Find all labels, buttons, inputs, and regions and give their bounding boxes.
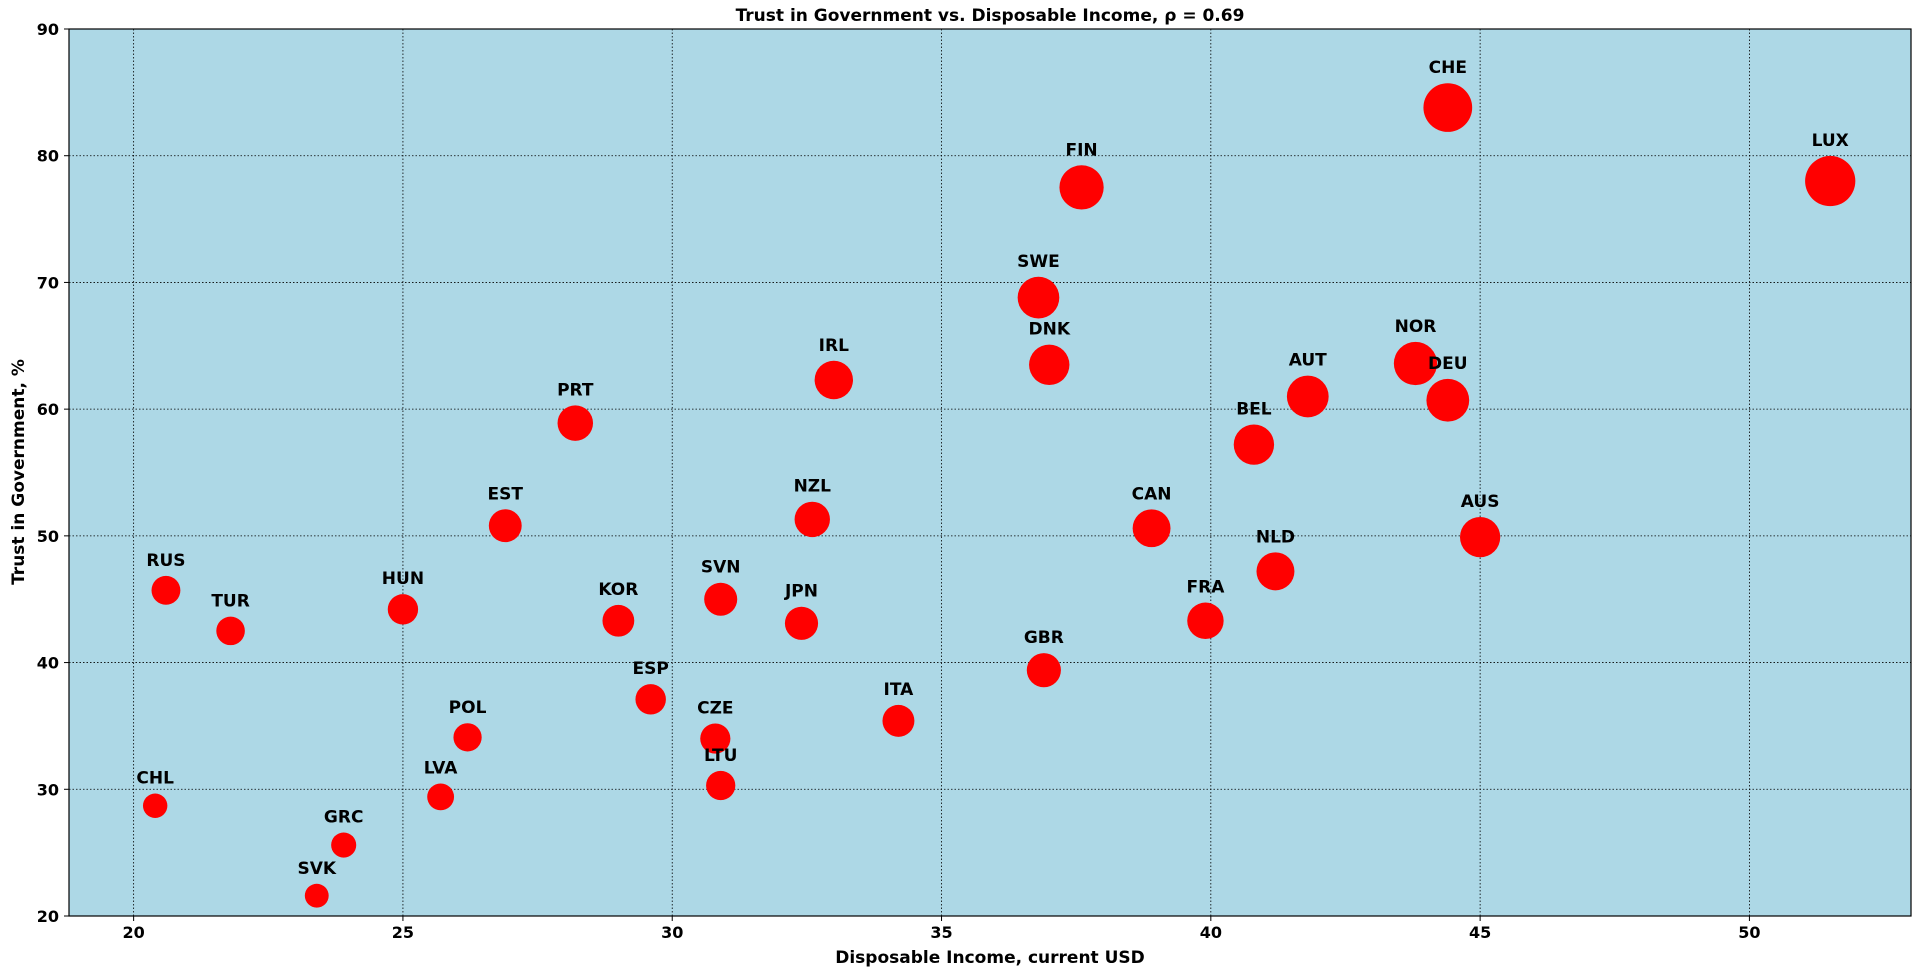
data-label-nzl: NZL [794,477,832,497]
data-label-tur: TUR [211,592,250,612]
data-point-esp [635,684,666,715]
data-label-kor: KOR [598,580,638,600]
y-tick-label: 80 [37,147,59,166]
data-label-chl: CHL [136,769,174,789]
plot-frame [68,28,1912,917]
data-label-fra: FRA [1187,578,1226,598]
y-axis-label: Trust in Government, % [9,359,29,585]
data-label-irl: IRL [819,336,849,356]
y-tick-label: 90 [37,20,59,39]
data-label-deu: DEU [1428,354,1468,374]
data-point-svn [704,582,738,616]
data-point-fra [1187,602,1224,639]
x-tick-label: 25 [392,923,414,942]
chart-title: Trust in Government vs. Disposable Incom… [736,6,1245,26]
data-label-svk: SVK [297,859,336,879]
data-labels: CHE LUX FIN SWE DNK NOR IRL AUT DEU PRT BEL NZL EST C… [136,58,1848,879]
data-point-bel [1233,424,1275,465]
y-tick-label: 20 [37,907,59,926]
data-point-est [488,509,522,543]
data-label-grc: GRC [324,807,364,827]
y-tick-label: 50 [37,527,59,546]
data-point-ita [882,704,915,737]
data-label-can: CAN [1132,484,1172,504]
data-label-lva: LVA [424,758,458,778]
y-tick-label: 30 [37,780,59,799]
data-label-gbr: GBR [1024,628,1064,648]
data-label-prt: PRT [557,380,594,400]
data-label-dnk: DNK [1028,320,1070,340]
data-label-cze: CZE [697,699,733,719]
data-points [142,83,1856,908]
y-tick-label: 40 [37,654,59,673]
data-point-che [1423,83,1473,132]
y-tick-label: 70 [37,273,59,292]
data-point-lux [1805,155,1856,207]
grid-lines [69,29,1911,916]
data-label-ltu: LTU [704,746,737,766]
data-point-can [1132,509,1171,548]
data-point-swe [1017,276,1060,319]
data-point-prt [557,405,594,441]
x-axis-label: Disposable Income, current USD [835,948,1145,967]
data-label-pol: POL [449,698,487,718]
data-label-bel: BEL [1236,399,1272,419]
x-tick-label: 50 [1738,923,1760,942]
data-point-ltu [706,770,736,801]
x-tick-label: 20 [122,923,144,942]
data-point-deu [1426,378,1470,422]
data-point-rus [151,575,181,605]
data-point-hun [387,594,419,625]
data-label-fin: FIN [1065,140,1097,160]
data-point-aut [1286,375,1329,418]
data-label-svn: SVN [701,558,741,578]
data-label-nor: NOR [1395,317,1437,337]
data-point-dnk [1029,344,1070,385]
data-point-fin [1059,165,1104,210]
data-label-esp: ESP [633,659,669,679]
data-label-rus: RUS [146,551,185,571]
x-tick-label: 45 [1469,923,1491,942]
data-point-grc [331,832,357,858]
data-point-gbr [1026,653,1061,688]
data-point-pol [453,723,482,752]
data-point-tur [216,616,245,646]
data-point-jpn [784,606,819,640]
x-tick-label: 35 [930,923,952,942]
data-label-jpn: JPN [784,582,818,602]
data-point-nzl [794,501,830,538]
data-point-svk [304,883,329,908]
plot-area [69,29,1911,916]
data-label-hun: HUN [382,569,424,589]
data-label-ita: ITA [884,680,915,700]
data-point-aus [1459,516,1501,558]
data-point-cze [700,723,731,754]
data-label-est: EST [488,484,524,504]
data-label-aut: AUT [1289,351,1327,371]
x-tick-label: 40 [1200,923,1222,942]
data-point-nor [1393,341,1438,386]
data-point-chl [142,793,168,818]
y-tick-label: 60 [37,400,59,419]
data-point-irl [814,360,854,400]
tick-labels: 20 25 30 35 40 45 50 20 30 40 50 60 70 80 90 [37,20,1761,942]
data-point-nld [1256,552,1295,591]
x-tick-label: 30 [661,923,683,942]
data-label-nld: NLD [1256,527,1295,547]
data-label-che: CHE [1429,58,1467,78]
data-label-lux: LUX [1812,131,1849,151]
data-point-lva [427,783,455,811]
data-label-aus: AUS [1461,492,1500,512]
data-label-swe: SWE [1017,252,1060,272]
data-point-kor [602,604,635,637]
